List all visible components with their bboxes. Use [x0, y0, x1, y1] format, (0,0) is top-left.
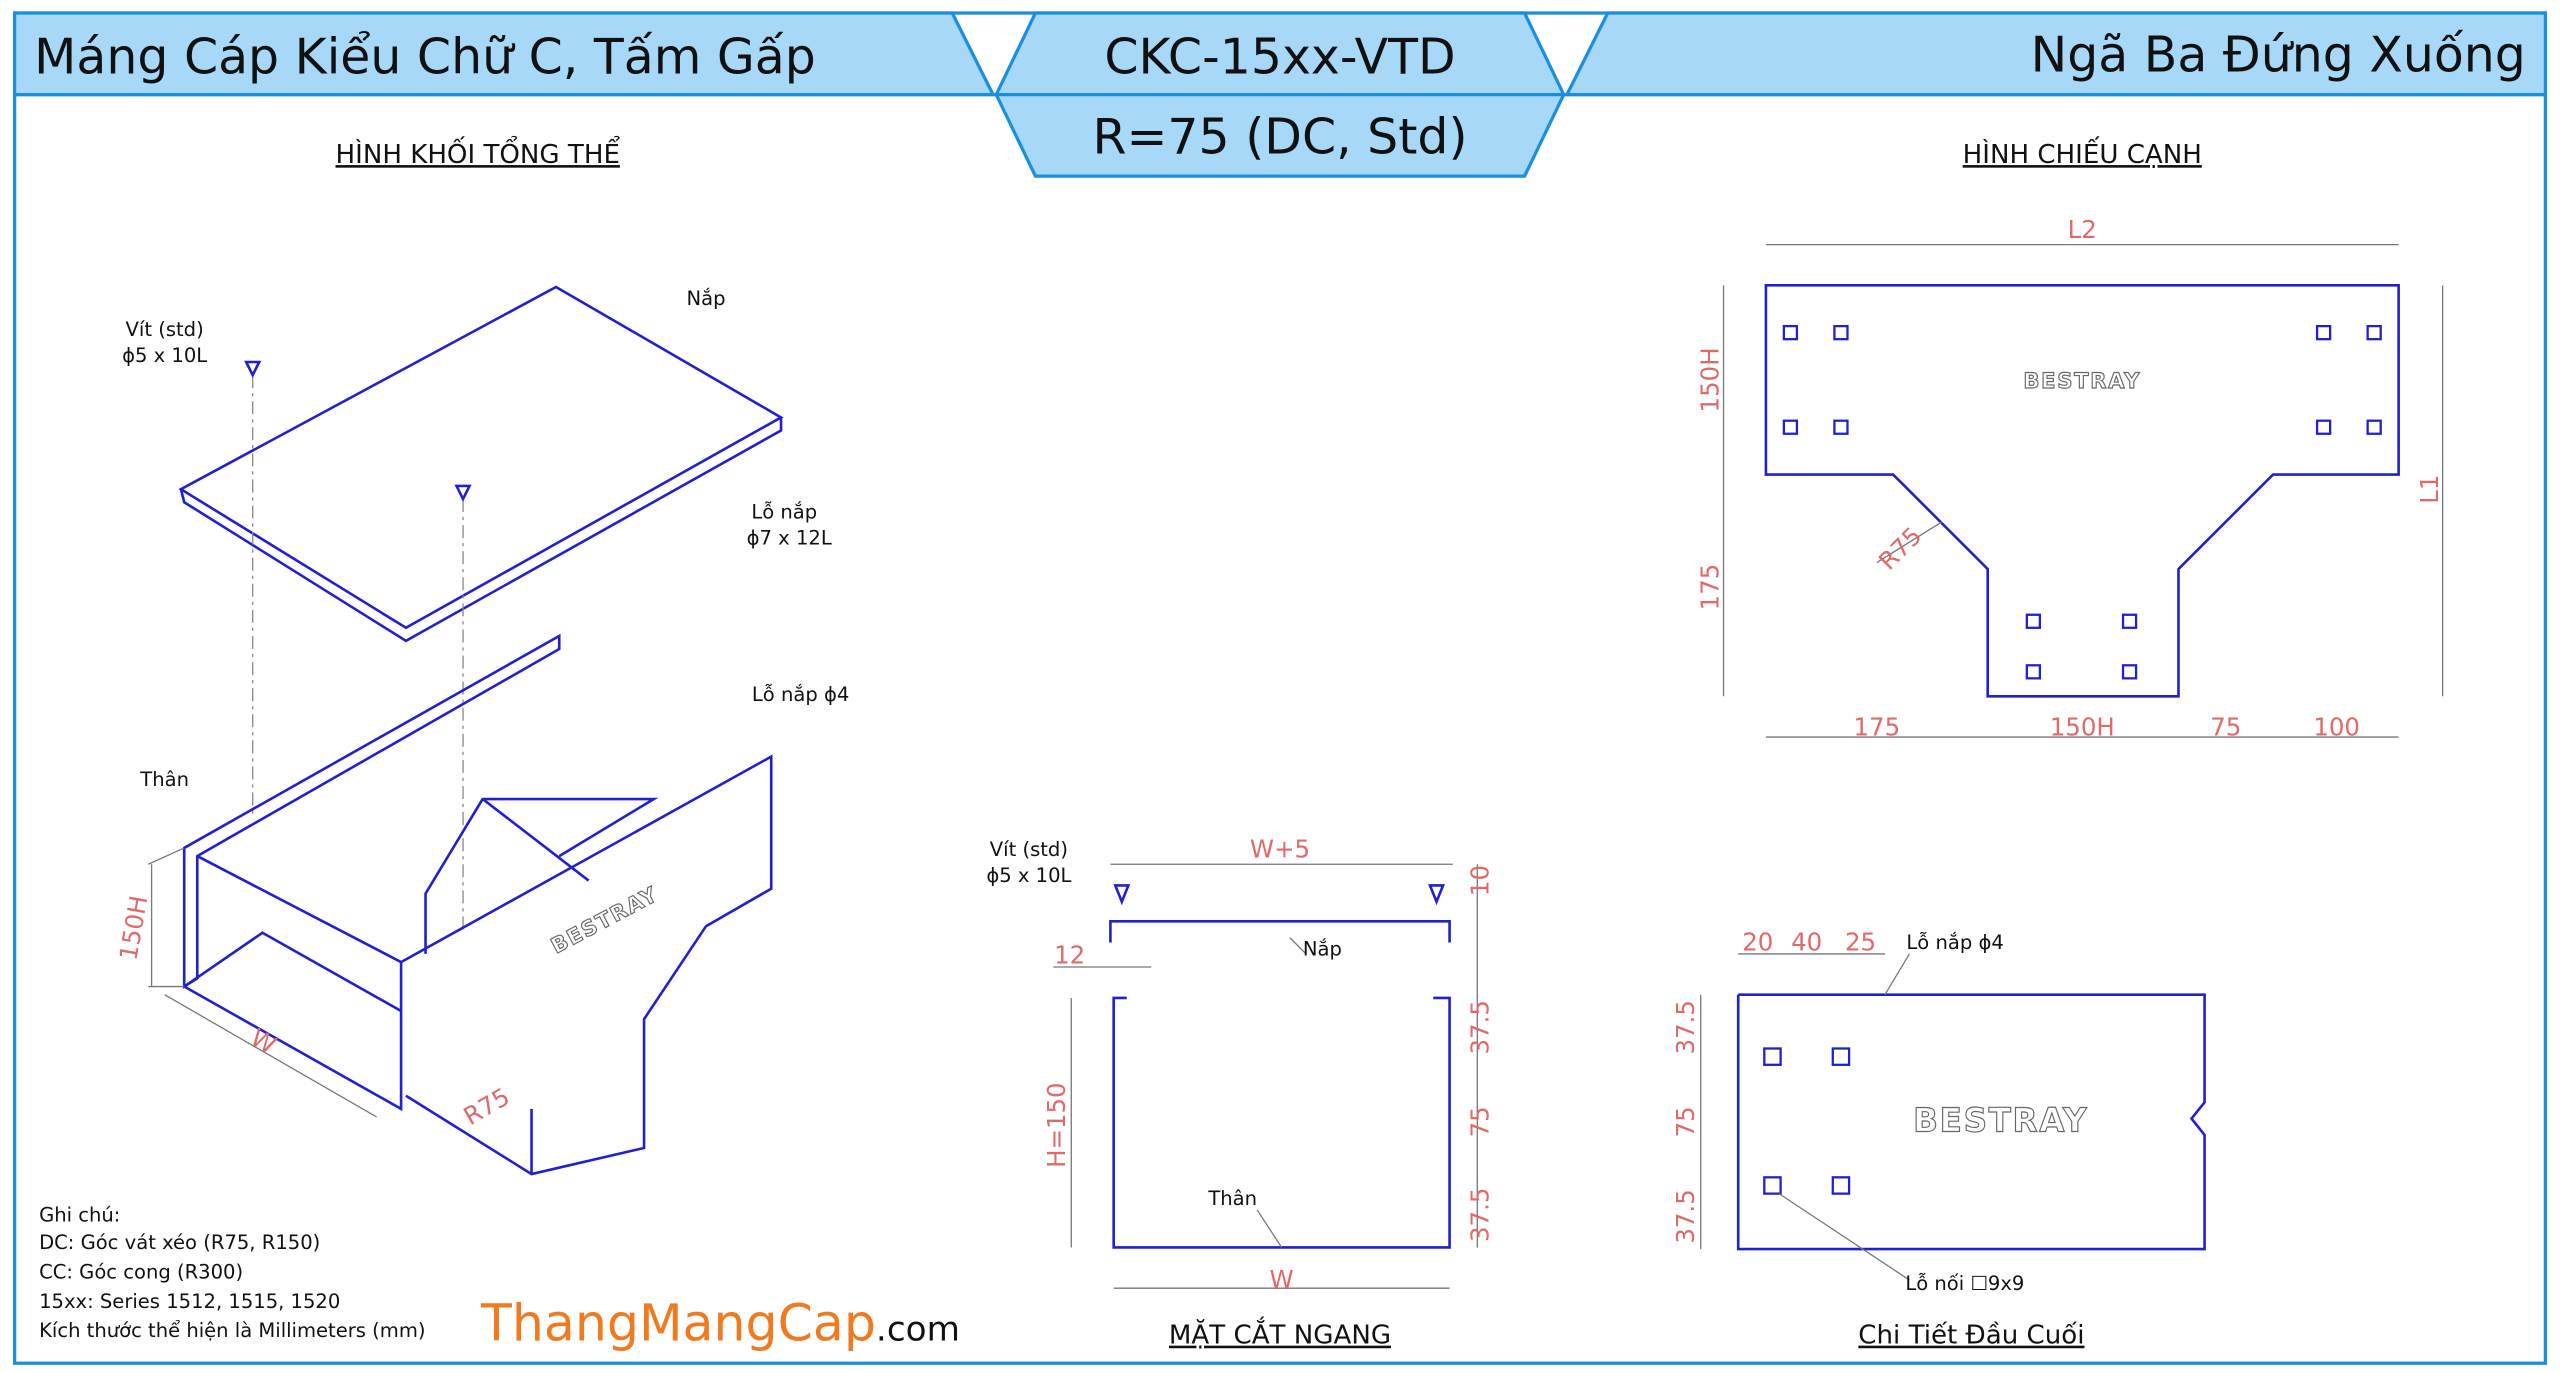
dimension: 12: [1054, 941, 1085, 970]
drawing-rect: [1831, 1176, 1851, 1195]
drawing-polyline: [183, 931, 402, 1013]
drawing-polyline: [179, 417, 783, 643]
dimension: 20: [1742, 928, 1773, 957]
drawing-line: [1289, 937, 1307, 955]
drawing-polyline: [1112, 996, 1451, 1249]
dimension: 37.5: [1466, 1188, 1495, 1242]
dimension: 175: [1853, 712, 1900, 741]
drawing-polygon: [1764, 284, 2400, 698]
dimension: 37.5: [1671, 1189, 1700, 1243]
frame: [12, 11, 2548, 1365]
drawing-line: [1884, 953, 1910, 996]
header-right: Ngã Ba Đứng Xuống: [2031, 27, 2526, 84]
section-drawing: [1053, 863, 1478, 1289]
header-code: CKC-15xx-VTD: [1104, 28, 1455, 85]
drawing-rect: [2366, 419, 2382, 435]
dimension: 75: [2210, 712, 2241, 741]
end-drawing: [1700, 953, 2206, 1281]
header-subtitle: R=75 (DC, Std): [1092, 108, 1467, 165]
note: DC: Góc vát xéo (R75, R150): [39, 1231, 320, 1254]
dimension: 10: [1466, 865, 1495, 896]
drawing-line: [1876, 521, 1943, 564]
drawing-line: [1256, 1209, 1283, 1248]
label: Nắp: [1303, 938, 1342, 961]
drawing-rect: [2025, 613, 2042, 629]
dimension: 40: [1791, 928, 1822, 957]
drawing-rect: [1782, 324, 1799, 341]
drawing-path: [1113, 884, 1445, 906]
label: Vít (std): [126, 318, 204, 341]
dimension: 175: [1696, 564, 1725, 611]
drawing-g: [1763, 1047, 1851, 1195]
dimension: 37.5: [1466, 1000, 1495, 1054]
drawing-polyline: [183, 854, 403, 1112]
drawing-line: [1778, 1193, 1910, 1281]
drawing-line: [148, 847, 185, 865]
notes-title: Ghi chú:: [39, 1203, 120, 1226]
drawing-line: [164, 994, 377, 1118]
drawing-polyline: [400, 754, 773, 1176]
label: ϕ5 x 10L: [122, 344, 207, 367]
dimension: W+5: [1250, 835, 1310, 864]
drawing-rect: [2121, 664, 2138, 680]
logo: BESTRAY: [2023, 368, 2141, 393]
drawing-path: [244, 360, 472, 502]
brand-suffix: .com: [876, 1309, 960, 1349]
view-title: HÌNH KHỐI TỔNG THỂ: [336, 135, 621, 170]
label: Thân: [139, 768, 189, 791]
label: Lỗ nắp ϕ4: [752, 683, 849, 706]
drawing-rect: [2366, 324, 2382, 341]
drawing-g: [1782, 324, 2382, 680]
dimension: 37.5: [1671, 1000, 1700, 1054]
drawing-rect: [2315, 324, 2332, 341]
dimension: 150H: [2050, 712, 2115, 741]
drawing-rect: [1763, 1047, 1782, 1066]
drawing-rect: [12, 11, 2548, 1365]
drawing-rect: [1782, 419, 1799, 435]
drawing-rect: [1833, 324, 1849, 341]
dimension: 150H: [1696, 347, 1725, 412]
dimension: 100: [2313, 712, 2360, 741]
dimension: W: [1270, 1265, 1294, 1294]
note: 15xx: Series 1512, 1515, 1520: [39, 1290, 340, 1313]
label: Nắp: [687, 287, 726, 310]
label: Lỗ nắp: [751, 501, 817, 524]
label: Lỗ nối ☐9x9: [1905, 1272, 2024, 1295]
drawing-rect: [2315, 419, 2332, 435]
drawing-polyline: [1736, 993, 2206, 1251]
drawing-polyline: [1109, 920, 1451, 943]
label: Thân: [1207, 1187, 1257, 1210]
view-title: Chi Tiết Đầu Cuối: [1858, 1321, 2084, 1351]
drawing-rect: [1763, 1176, 1782, 1195]
dimension: 75: [1466, 1106, 1495, 1137]
note: Kích thước thể hiện là Millimeters (mm): [39, 1319, 425, 1342]
drawing-line: [481, 797, 590, 882]
label: Lỗ nắp ϕ4: [1906, 931, 2003, 954]
header-left: Máng Cáp Kiểu Chữ C, Tấm Gấp: [34, 28, 816, 85]
logo: BESTRAY: [1913, 1102, 2088, 1140]
brand: ThangMangCap.com: [480, 1293, 960, 1352]
dimension: H=150: [1042, 1082, 1071, 1167]
view-title: MẶT CẮT NGANG: [1169, 1316, 1391, 1351]
iso-drawing: [148, 285, 784, 1176]
brand-name: ThangMangCap: [480, 1293, 876, 1352]
label: ϕ7 x 12L: [747, 527, 832, 550]
drawing-rect: [2121, 613, 2138, 629]
view-title: HÌNH CHIẾU CẠNH: [1963, 135, 2202, 170]
dimension: L1: [2415, 475, 2444, 504]
drawing-rect: [1831, 1047, 1851, 1066]
side-drawing: [1722, 243, 2444, 738]
dimension: L2: [2068, 215, 2097, 244]
label: Vít (std): [990, 838, 1068, 861]
dimension: 75: [1671, 1106, 1700, 1137]
note: CC: Góc cong (R300): [39, 1260, 243, 1283]
dimension: 25: [1845, 928, 1876, 957]
label: ϕ5 x 10L: [986, 864, 1071, 887]
drawing-rect: [1833, 419, 1849, 435]
drawing-rect: [2025, 664, 2042, 680]
